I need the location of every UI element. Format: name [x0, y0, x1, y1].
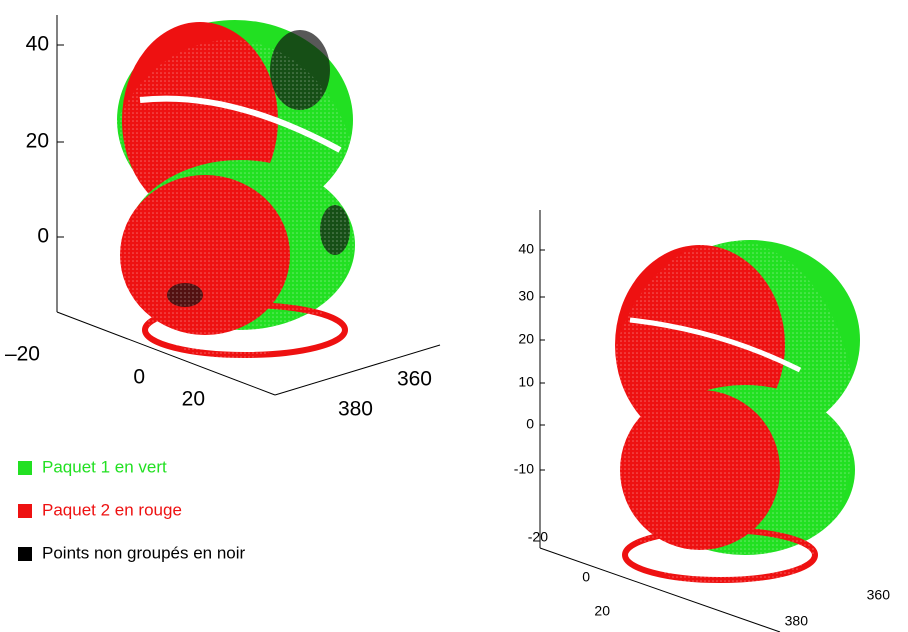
- z-tick-label: 0: [526, 416, 534, 432]
- x-tick-label: 20: [594, 603, 610, 619]
- legend-label: Paquet 1 en vert: [42, 457, 167, 476]
- x-tick-label: 0: [133, 366, 145, 389]
- z-tick-label: 10: [518, 374, 534, 390]
- right-point-cloud: [605, 240, 860, 600]
- z-tick-label: 20: [518, 331, 534, 347]
- right-axes: [539, 210, 781, 632]
- legend: Paquet 1 en vert Paquet 2 en rouge Points …: [18, 457, 246, 562]
- legend-label: Points non groupés en noir: [42, 543, 246, 562]
- x-tick-label: –20: [5, 343, 40, 366]
- x-tick-label: -20: [528, 529, 548, 545]
- y-tick-label: 360: [397, 368, 432, 391]
- x-tick-label: 20: [182, 388, 205, 411]
- legend-swatch: [18, 504, 32, 518]
- legend-swatch: [18, 461, 32, 475]
- y-tick-label: 360: [867, 587, 891, 603]
- left-axes: [56, 15, 441, 396]
- z-tick-label: 20: [26, 130, 49, 153]
- z-tick-label: 0: [37, 225, 49, 248]
- y-tick-label: 380: [338, 398, 373, 421]
- z-tick-label: -10: [514, 461, 534, 477]
- y-tick-label: 380: [785, 613, 809, 629]
- left-point-cloud: [100, 20, 360, 360]
- z-tick-label: 40: [26, 33, 49, 56]
- legend-label: Paquet 2 en rouge: [42, 500, 182, 519]
- z-tick-label: 40: [518, 241, 534, 257]
- z-tick-label: 30: [518, 288, 534, 304]
- x-tick-label: 0: [582, 569, 590, 585]
- legend-swatch: [18, 547, 32, 561]
